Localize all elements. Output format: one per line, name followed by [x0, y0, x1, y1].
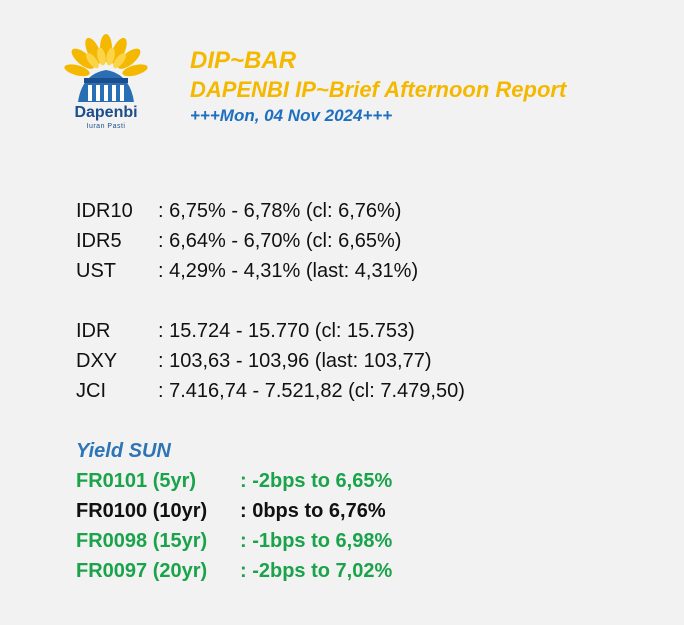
- market-row: IDR : 15.724 - 15.770 (cl: 15.753): [76, 316, 465, 346]
- rate-value: : 6,75% - 6,78% (cl: 6,76%): [158, 200, 402, 222]
- market-label: IDR: [76, 320, 111, 342]
- logo-name: Dapenbi: [74, 104, 138, 121]
- market-label: JCI: [76, 380, 106, 402]
- rate-label: UST: [76, 260, 116, 282]
- market-row: JCI : 7.416,74 - 7.521,82 (cl: 7.479,50): [76, 376, 465, 406]
- markets-block: IDR : 15.724 - 15.770 (cl: 15.753) DXY :…: [76, 316, 465, 406]
- rate-row: UST : 4,29% - 4,31% (last: 4,31%): [76, 256, 418, 286]
- market-value: : 7.416,74 - 7.521,82 (cl: 7.479,50): [158, 380, 465, 402]
- report-subtitle: DAPENBI IP~Brief Afternoon Report: [190, 77, 567, 102]
- rate-row: IDR5 : 6,64% - 6,70% (cl: 6,65%): [76, 226, 418, 256]
- yield-block: Yield SUN FR0101 (5yr) : -2bps to 6,65% …: [76, 436, 392, 586]
- yield-value: : -2bps to 7,02%: [240, 560, 393, 582]
- sun-building-logo-icon: [64, 34, 148, 102]
- yield-label: FR0100 (10yr): [76, 500, 208, 522]
- report-title: DIP~BAR: [190, 47, 297, 74]
- yield-row: FR0101 (5yr) : -2bps to 6,65%: [76, 466, 392, 496]
- rate-label: IDR10: [76, 200, 133, 222]
- yield-label: FR0098 (15yr): [76, 530, 208, 552]
- yield-label: FR0101 (5yr): [76, 470, 197, 492]
- rate-row: IDR10 : 6,75% - 6,78% (cl: 6,76%): [76, 196, 418, 226]
- market-label: DXY: [76, 350, 118, 372]
- rate-value: : 4,29% - 4,31% (last: 4,31%): [158, 260, 419, 282]
- yield-value: : -1bps to 6,98%: [240, 530, 393, 552]
- logo-tagline: Iuran Pasti: [86, 123, 126, 130]
- market-value: : 103,63 - 103,96 (last: 103,77): [158, 350, 432, 372]
- rates-block: IDR10 : 6,75% - 6,78% (cl: 6,76%) IDR5 :…: [76, 196, 418, 286]
- market-row: DXY : 103,63 - 103,96 (last: 103,77): [76, 346, 465, 376]
- yield-value: : -2bps to 6,65%: [240, 470, 393, 492]
- yield-row: FR0100 (10yr) : 0bps to 6,76%: [76, 496, 392, 526]
- dapenbi-logo: Dapenbi Iuran Pasti: [42, 34, 170, 138]
- yield-label: FR0097 (20yr): [76, 560, 208, 582]
- rate-label: IDR5: [76, 230, 122, 252]
- report-header: DIP~BAR DAPENBI IP~Brief Afternoon Repor…: [190, 46, 566, 128]
- rate-value: : 6,64% - 6,70% (cl: 6,65%): [158, 230, 402, 252]
- yield-row: FR0098 (15yr) : -1bps to 6,98%: [76, 526, 392, 556]
- report-date: +++Mon, 04 Nov 2024+++: [190, 106, 393, 125]
- yield-value: : 0bps to 6,76%: [240, 500, 386, 522]
- yield-row: FR0097 (20yr) : -2bps to 7,02%: [76, 556, 392, 586]
- yield-title: Yield SUN: [76, 440, 171, 462]
- market-value: : 15.724 - 15.770 (cl: 15.753): [158, 320, 415, 342]
